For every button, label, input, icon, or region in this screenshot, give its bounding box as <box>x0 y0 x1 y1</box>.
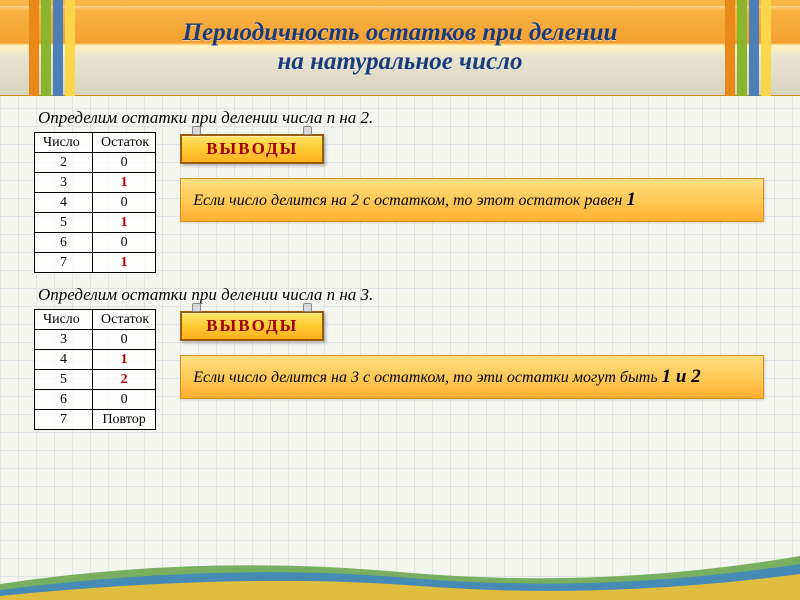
slide-content: Определим остатки при делении числа n на… <box>0 96 800 430</box>
cell-rem: 0 <box>93 153 156 173</box>
header-stripes-left <box>28 0 76 101</box>
rule-box-2: Если число делится на 3 с остатком, то э… <box>180 355 764 399</box>
section1-table-wrap: Число Остаток 20 31 40 51 60 71 <box>34 132 156 273</box>
cell-rem: 2 <box>93 370 156 390</box>
col-header-number: Число <box>35 133 93 153</box>
cell-num: 7 <box>35 410 93 430</box>
rule-emphasis: 1 <box>626 189 636 210</box>
cell-num: 3 <box>35 173 93 193</box>
footer-swoosh <box>0 544 800 600</box>
cell-rem: 1 <box>93 253 156 273</box>
section2-table-wrap: Число Остаток 30 41 52 60 7Повтор <box>34 309 156 430</box>
rule-text: Если число делится на 2 с остатком, то э… <box>193 192 626 209</box>
pin-icon <box>303 126 312 135</box>
cell-rem: Повтор <box>93 410 156 430</box>
cell-rem: 0 <box>93 390 156 410</box>
header-stripes-right <box>724 0 772 101</box>
cell-num: 3 <box>35 330 93 350</box>
col-header-remainder: Остаток <box>93 310 156 330</box>
conclusion-badge-2: ВЫВОДЫ <box>180 311 324 341</box>
pin-icon <box>192 126 201 135</box>
cell-rem: 0 <box>93 330 156 350</box>
cell-num: 4 <box>35 350 93 370</box>
cell-rem: 1 <box>93 173 156 193</box>
cell-rem: 0 <box>93 233 156 253</box>
title-line2: на натуральное число <box>277 48 522 75</box>
cell-num: 6 <box>35 233 93 253</box>
cell-num: 4 <box>35 193 93 213</box>
conclusion-label: ВЫВОДЫ <box>206 139 298 158</box>
cell-num: 5 <box>35 370 93 390</box>
cell-num: 2 <box>35 153 93 173</box>
cell-num: 6 <box>35 390 93 410</box>
section1-table: Число Остаток 20 31 40 51 60 71 <box>34 132 156 273</box>
cell-num: 5 <box>35 213 93 233</box>
slide-title: Периодичность остатков при делении на на… <box>103 19 698 77</box>
pin-icon <box>303 303 312 312</box>
section1-intro: Определим остатки при делении числа n на… <box>38 108 800 128</box>
rule-emphasis: 1 и 2 <box>662 366 701 387</box>
section2-table: Число Остаток 30 41 52 60 7Повтор <box>34 309 156 430</box>
slide-header: Периодичность остатков при делении на на… <box>0 0 800 96</box>
rule-box-1: Если число делится на 2 с остатком, то э… <box>180 178 764 222</box>
pin-icon <box>192 303 201 312</box>
title-line1: Периодичность остатков при делении <box>183 19 618 46</box>
cell-rem: 0 <box>93 193 156 213</box>
rule-text: Если число делится на 3 с остатком, то э… <box>193 369 661 386</box>
cell-rem: 1 <box>93 350 156 370</box>
conclusion-badge-1: ВЫВОДЫ <box>180 134 324 164</box>
col-header-number: Число <box>35 310 93 330</box>
section2-intro: Определим остатки при делении числа n на… <box>38 285 800 305</box>
cell-num: 7 <box>35 253 93 273</box>
col-header-remainder: Остаток <box>93 133 156 153</box>
conclusion-label: ВЫВОДЫ <box>206 316 298 335</box>
cell-rem: 1 <box>93 213 156 233</box>
